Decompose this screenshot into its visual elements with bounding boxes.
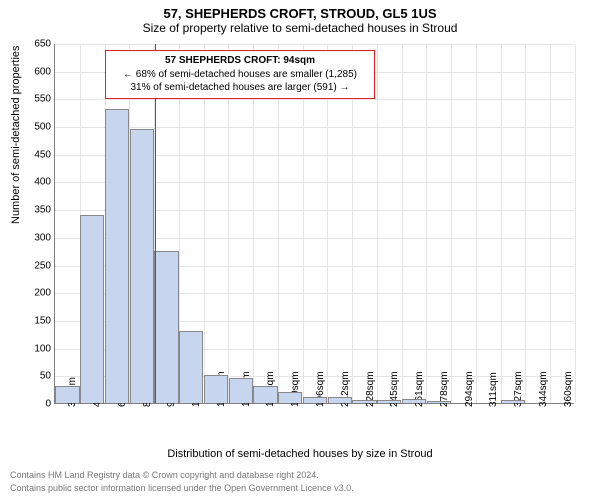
histogram-bar — [80, 215, 104, 403]
x-tick-label: 344sqm — [538, 371, 549, 407]
histogram-bar — [402, 399, 426, 403]
gridline-v — [550, 44, 551, 403]
y-tick-label: 600 — [34, 66, 55, 77]
histogram-bar — [501, 400, 525, 403]
gridline-v — [525, 44, 526, 403]
x-tick-label: 311sqm — [488, 372, 499, 407]
y-tick-label: 400 — [34, 177, 55, 188]
gridline-v — [575, 44, 576, 403]
y-tick-label: 150 — [34, 315, 55, 326]
y-tick-label: 50 — [40, 371, 55, 382]
callout-box: 57 SHEPHERDS CROFT: 94sqm← 68% of semi-d… — [105, 50, 375, 99]
gridline-v — [377, 44, 378, 403]
histogram-bar — [55, 386, 79, 403]
y-tick-label: 550 — [34, 94, 55, 105]
histogram-bar — [130, 129, 154, 403]
y-tick-label: 100 — [34, 343, 55, 354]
histogram-bar — [377, 400, 401, 403]
histogram-bar — [278, 392, 302, 403]
histogram-bar — [179, 331, 203, 403]
footer-line-2: Contains public sector information licen… — [10, 483, 590, 493]
histogram-bar — [253, 386, 277, 403]
plot-area: 0501001502002503003504004505005506006503… — [54, 44, 574, 404]
chart-container: 57, SHEPHERDS CROFT, STROUD, GL5 1US Siz… — [0, 0, 600, 500]
x-tick-label: 294sqm — [464, 371, 475, 407]
y-tick-label: 500 — [34, 122, 55, 133]
y-tick-label: 200 — [34, 288, 55, 299]
gridline-h — [55, 44, 574, 45]
chart-title-sub: Size of property relative to semi-detach… — [0, 21, 600, 39]
callout-line-2: ← 68% of semi-detached houses are smalle… — [112, 68, 368, 82]
y-tick-label: 300 — [34, 232, 55, 243]
histogram-bar — [427, 401, 451, 403]
gridline-v — [426, 44, 427, 403]
x-tick-label: 360sqm — [563, 371, 574, 407]
y-axis-label: Number of semi-detached properties — [10, 45, 22, 224]
histogram-bar — [303, 397, 327, 403]
callout-line-3: 31% of semi-detached houses are larger (… — [112, 81, 368, 95]
gridline-v — [501, 44, 502, 403]
histogram-bar — [328, 397, 352, 403]
histogram-bar — [154, 251, 178, 403]
histogram-bar — [105, 109, 129, 403]
histogram-bar — [352, 400, 376, 403]
histogram-bar — [229, 378, 253, 403]
gridline-h — [55, 99, 574, 100]
histogram-bar — [204, 375, 228, 403]
y-tick-label: 350 — [34, 205, 55, 216]
y-tick-label: 650 — [34, 39, 55, 50]
gridline-v — [402, 44, 403, 403]
chart-area: 0501001502002503003504004505005506006503… — [54, 44, 574, 404]
gridline-v — [476, 44, 477, 403]
chart-title-main: 57, SHEPHERDS CROFT, STROUD, GL5 1US — [0, 0, 600, 21]
callout-line-1: 57 SHEPHERDS CROFT: 94sqm — [112, 54, 368, 68]
x-axis-label: Distribution of semi-detached houses by … — [0, 448, 600, 460]
y-tick-label: 0 — [45, 399, 55, 410]
y-tick-label: 250 — [34, 260, 55, 271]
footer-line-1: Contains HM Land Registry data © Crown c… — [10, 470, 590, 480]
gridline-v — [451, 44, 452, 403]
y-tick-label: 450 — [34, 149, 55, 160]
